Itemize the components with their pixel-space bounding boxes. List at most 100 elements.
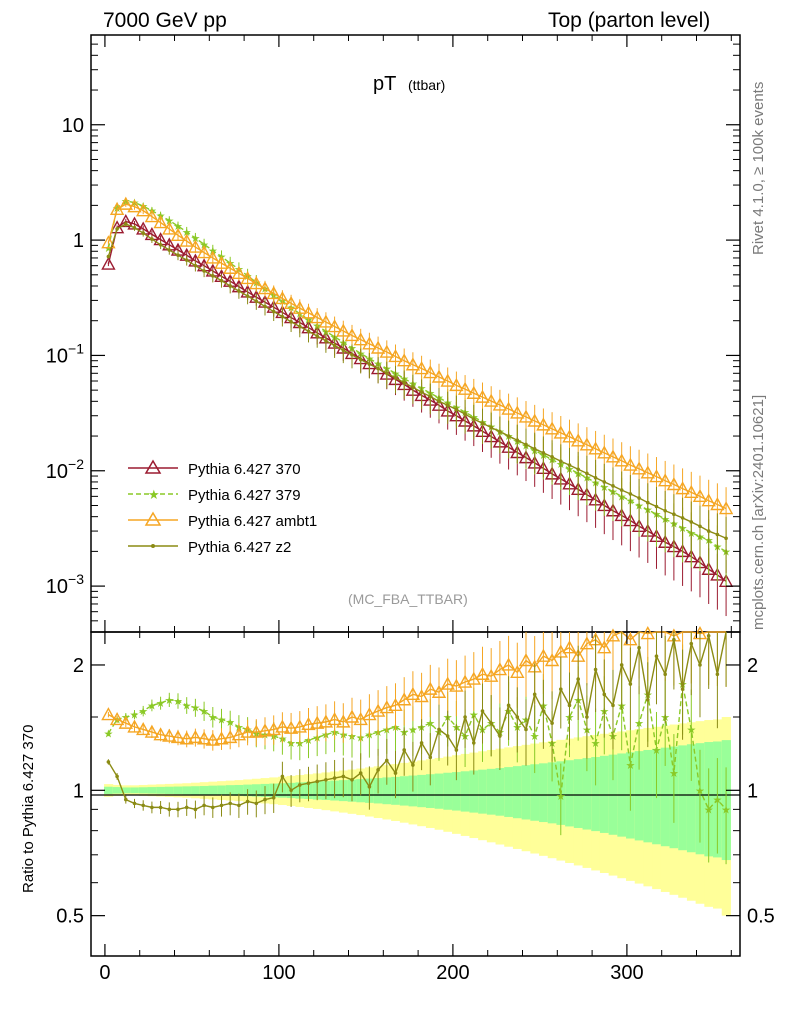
y-tick-label: 1 [73, 230, 84, 252]
series-point-2 [588, 441, 603, 455]
ratio-point-0: ★ [199, 706, 209, 718]
ratio-point-1 [414, 689, 429, 703]
ratio-point-2 [706, 634, 711, 638]
legend-marker-379: ★ [148, 487, 160, 502]
ratio-point-2 [567, 703, 572, 708]
ratio-tick-label-left: 0.5 [56, 906, 84, 928]
ratio-point-1 [640, 626, 655, 640]
series-point-3 [619, 488, 624, 492]
ratio-band-inner-bin [434, 773, 444, 809]
series-point-3 [454, 407, 459, 412]
series-point-3 [637, 496, 641, 500]
ratio-point-2 [593, 667, 598, 672]
ratio-point-0: ★ [591, 738, 601, 750]
ratio-band-inner-bin [634, 751, 644, 841]
ratio-point-2 [324, 777, 328, 782]
ratio-point-1 [484, 668, 499, 682]
series-point-2 [536, 417, 551, 431]
series-point-2 [336, 323, 351, 337]
ratio-point-1 [518, 653, 534, 667]
series-point-3 [193, 263, 198, 268]
series-point-2 [414, 361, 429, 375]
ratio-band-inner-bin [521, 765, 531, 820]
series-point-3 [463, 412, 467, 416]
series-point-3 [654, 504, 659, 509]
series-point-2 [597, 445, 612, 459]
series-point-3 [358, 357, 363, 362]
series-line-1 [107, 200, 727, 552]
legend-marker-370 [144, 459, 162, 474]
ratio-point-0: ★ [695, 785, 705, 797]
series-point-2 [684, 484, 699, 499]
series-point-3 [393, 375, 398, 380]
ratio-point-2 [237, 803, 241, 808]
series-point-2 [283, 295, 299, 310]
ratio-point-1 [275, 719, 290, 733]
ratio-point-1 [196, 731, 212, 745]
ratio-point-2 [672, 637, 676, 642]
series-point-2 [179, 233, 194, 247]
ratio-point-0: ★ [712, 795, 722, 807]
series-point-3 [297, 324, 302, 329]
ratio-point-2 [280, 774, 285, 779]
series-point-2 [614, 453, 629, 467]
ratio-band-inner-bin [512, 766, 523, 819]
ratio-band-inner-bin [504, 767, 514, 817]
series-point-3 [480, 421, 485, 426]
series-point-2 [623, 457, 638, 471]
ratio-plot-frame [90, 631, 741, 957]
ratio-band-inner-bin [164, 786, 175, 794]
ratio-point-0: ★ [704, 804, 714, 816]
series-point-3 [141, 231, 145, 235]
series-point-2 [466, 385, 481, 399]
ratio-point-2 [167, 807, 172, 812]
ratio-point-0: ★ [408, 724, 418, 736]
series-point-2 [118, 196, 133, 210]
x-tick-label: 100 [262, 962, 295, 984]
ratio-point-0: ★ [164, 695, 174, 707]
ratio-band-inner-bin [112, 787, 122, 794]
ratio-point-1 [423, 681, 438, 695]
legend-label-z2: Pythia 6.427 z2 [188, 539, 291, 556]
series-point-2 [231, 265, 247, 280]
series-point-3 [489, 425, 493, 430]
series-point-2 [370, 340, 386, 354]
ratio-point-1 [301, 716, 316, 731]
ratio-point-2 [367, 784, 372, 789]
series-point-3 [176, 253, 180, 257]
series-point-2 [153, 215, 168, 229]
series-point-2 [718, 501, 734, 515]
ratio-band-inner-bin [573, 759, 584, 828]
series-point-2 [301, 305, 316, 319]
ratio-point-0: ★ [556, 791, 566, 803]
ratio-point-0: ★ [190, 703, 200, 715]
series-point-2 [484, 393, 499, 407]
x-tick-label: 300 [610, 962, 643, 984]
ratio-band-inner-bin [582, 758, 592, 830]
series-point-2 [658, 473, 673, 487]
ratio-point-2 [419, 741, 424, 745]
ratio-point-0: ★ [182, 700, 192, 712]
chart-subtitle: (ttbar) [408, 77, 445, 93]
series-point-2 [240, 270, 255, 285]
series-3 [106, 221, 728, 573]
ratio-point-1 [536, 648, 551, 662]
ratio-band-inner-bin [452, 772, 462, 811]
series-point-3 [280, 314, 285, 319]
legend-entry-ambt1: Pythia 6.427 ambt1 [128, 511, 317, 530]
series-point-1: ★ [130, 197, 140, 209]
series-point-2 [527, 413, 542, 427]
series-point-2 [310, 310, 325, 324]
ratio-point-0: ★ [225, 717, 235, 729]
series-point-2 [196, 245, 212, 259]
ratio-point-1 [440, 676, 455, 690]
ratio-band-inner-bin [417, 774, 427, 808]
series-point-2 [562, 429, 577, 443]
ratio-band-inner-bin [425, 774, 436, 808]
series-point-2 [518, 409, 534, 423]
ratio-band-inner-bin [443, 772, 453, 810]
legend: Pythia 6.427 370 ★ Pythia 6.427 379 Pyth… [128, 459, 317, 556]
series-point-3 [271, 309, 276, 314]
ratio-band-inner-bin [234, 784, 244, 796]
series-point-1: ★ [103, 243, 113, 255]
